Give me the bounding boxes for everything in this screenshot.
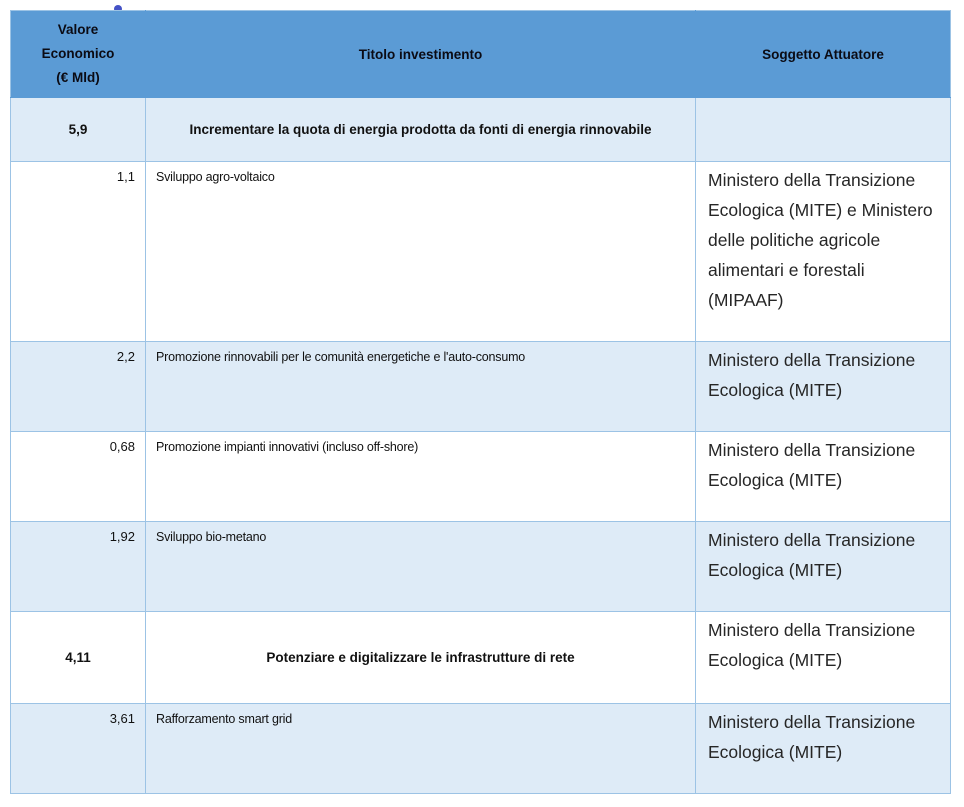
cell-title: Promozione rinnovabili per le comunità e… bbox=[145, 341, 696, 432]
cell-value: 5,9 bbox=[10, 97, 146, 162]
col-header-valore-economico: Valore Economico (€ Mld) bbox=[10, 10, 146, 98]
cell-actor: Ministero della Transizione Ecologica (M… bbox=[695, 341, 951, 432]
cell-title: Promozione impianti innovativi (incluso … bbox=[145, 431, 696, 522]
col-header-soggetto-attuatore: Soggetto Attuatore bbox=[695, 10, 951, 98]
table-row-comunita-energetiche: 2,2 Promozione rinnovabili per le comuni… bbox=[10, 341, 951, 432]
table-row-impianti-innovativi: 0,68 Promozione impianti innovativi (inc… bbox=[10, 431, 951, 522]
cell-actor: Ministero della Transizione Ecologica (M… bbox=[695, 611, 951, 704]
cell-actor: Ministero della Transizione Ecologica (M… bbox=[695, 161, 951, 342]
cell-actor: Ministero della Transizione Ecologica (M… bbox=[695, 521, 951, 612]
cell-value: 2,2 bbox=[10, 341, 146, 432]
header-row: Valore Economico (€ Mld) Titolo investim… bbox=[10, 10, 951, 98]
cell-value: 1,92 bbox=[10, 521, 146, 612]
cell-title: Rafforzamento smart grid bbox=[145, 703, 696, 794]
cell-value: 1,1 bbox=[10, 161, 146, 342]
cell-title: Potenziare e digitalizzare le infrastrut… bbox=[145, 611, 696, 704]
cell-value: 4,11 bbox=[10, 611, 146, 704]
cell-value: 3,61 bbox=[10, 703, 146, 794]
investment-table: Valore Economico (€ Mld) Titolo investim… bbox=[10, 10, 951, 794]
cell-title: Sviluppo bio-metano bbox=[145, 521, 696, 612]
table-row-agro-voltaico: 1,1 Sviluppo agro-voltaico Ministero del… bbox=[10, 161, 951, 342]
table-row-smart-grid: 3,61 Rafforzamento smart grid Ministero … bbox=[10, 703, 951, 794]
table-row-summary-infrastrutture: 4,11 Potenziare e digitalizzare le infra… bbox=[10, 611, 951, 704]
cell-actor: Ministero della Transizione Ecologica (M… bbox=[695, 431, 951, 522]
col-header-titolo-investimento: Titolo investimento bbox=[145, 10, 696, 98]
cell-title: Sviluppo agro-voltaico bbox=[145, 161, 696, 342]
cell-actor bbox=[695, 97, 951, 162]
cell-title: Incrementare la quota di energia prodott… bbox=[145, 97, 696, 162]
cursor-dot-icon bbox=[114, 5, 122, 13]
cell-actor: Ministero della Transizione Ecologica (M… bbox=[695, 703, 951, 794]
cell-value: 0,68 bbox=[10, 431, 146, 522]
table-row-summary-rinnovabili: 5,9 Incrementare la quota di energia pro… bbox=[10, 97, 951, 162]
table-row-bio-metano: 1,92 Sviluppo bio-metano Ministero della… bbox=[10, 521, 951, 612]
